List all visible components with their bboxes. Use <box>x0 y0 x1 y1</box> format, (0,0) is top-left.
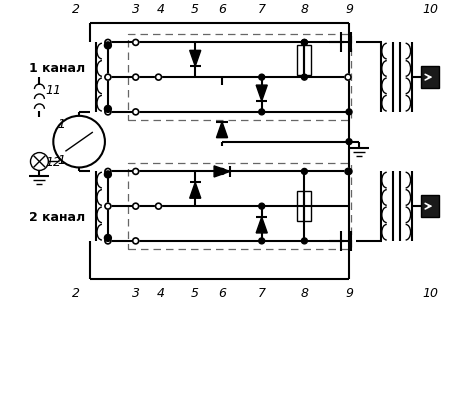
Text: 1: 1 <box>57 154 65 166</box>
Text: 11: 11 <box>45 83 61 96</box>
Circle shape <box>219 169 225 175</box>
Text: 5: 5 <box>191 286 199 299</box>
Text: 8: 8 <box>301 286 308 299</box>
Bar <box>422 196 439 218</box>
Circle shape <box>105 204 111 210</box>
Circle shape <box>302 238 307 244</box>
Circle shape <box>259 204 265 210</box>
Text: 5: 5 <box>191 3 199 16</box>
Text: 10: 10 <box>423 286 438 299</box>
Text: 8: 8 <box>301 3 308 16</box>
Circle shape <box>104 43 111 50</box>
Text: 3: 3 <box>132 286 140 299</box>
Text: 3: 3 <box>132 3 140 16</box>
Text: 4: 4 <box>157 3 165 16</box>
Circle shape <box>345 169 351 175</box>
Circle shape <box>302 169 307 175</box>
Circle shape <box>302 40 307 46</box>
Circle shape <box>133 75 139 81</box>
Circle shape <box>105 75 111 81</box>
Polygon shape <box>214 166 230 178</box>
Polygon shape <box>216 123 228 138</box>
Polygon shape <box>189 51 201 67</box>
Text: 6: 6 <box>218 286 226 299</box>
Bar <box>297 192 311 222</box>
Circle shape <box>259 110 265 116</box>
Circle shape <box>104 171 111 178</box>
Text: 12: 12 <box>45 155 61 169</box>
Text: 7: 7 <box>258 3 266 16</box>
Text: 2 канал: 2 канал <box>30 210 86 223</box>
Circle shape <box>105 110 111 116</box>
Circle shape <box>302 40 307 46</box>
Bar <box>128 36 351 121</box>
Text: 1: 1 <box>57 118 65 131</box>
Circle shape <box>346 169 352 175</box>
Circle shape <box>156 204 162 210</box>
Circle shape <box>156 75 162 81</box>
Bar <box>297 46 311 76</box>
Circle shape <box>133 204 139 210</box>
Circle shape <box>105 40 111 46</box>
Text: 9: 9 <box>345 3 353 16</box>
Text: 10: 10 <box>423 3 438 16</box>
Circle shape <box>133 40 139 46</box>
Polygon shape <box>256 86 267 102</box>
Circle shape <box>259 238 265 244</box>
Circle shape <box>104 106 111 113</box>
Text: 2: 2 <box>72 286 80 299</box>
Circle shape <box>346 139 352 145</box>
Polygon shape <box>256 218 267 234</box>
Text: 2: 2 <box>72 3 80 16</box>
Polygon shape <box>189 183 201 199</box>
Circle shape <box>345 75 351 81</box>
Circle shape <box>259 75 265 81</box>
Circle shape <box>105 169 111 175</box>
Circle shape <box>302 75 307 81</box>
Bar <box>128 164 351 249</box>
Text: 6: 6 <box>218 3 226 16</box>
Text: 9: 9 <box>345 286 353 299</box>
Bar <box>422 67 439 89</box>
Circle shape <box>346 110 352 116</box>
Circle shape <box>105 238 111 244</box>
Text: 7: 7 <box>258 286 266 299</box>
Text: 4: 4 <box>157 286 165 299</box>
Circle shape <box>133 169 139 175</box>
Text: 1 канал: 1 канал <box>30 62 86 74</box>
Circle shape <box>133 110 139 116</box>
Circle shape <box>104 235 111 242</box>
Circle shape <box>133 238 139 244</box>
